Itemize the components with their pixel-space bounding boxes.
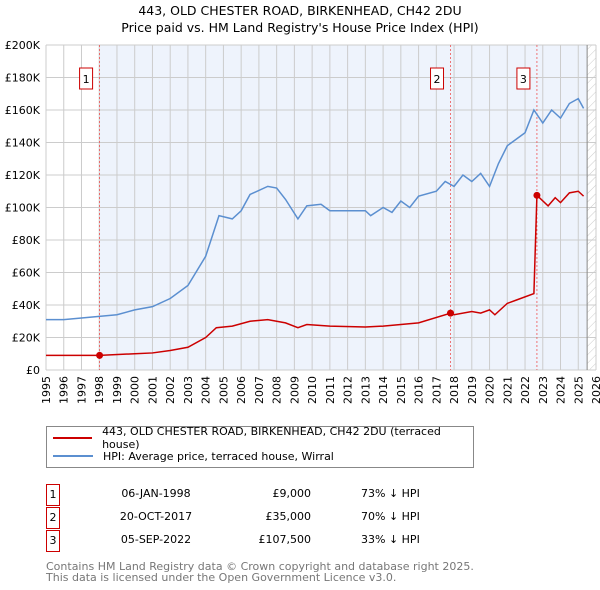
y-tick-label: £180K	[5, 72, 41, 85]
legend-property: 443, OLD CHESTER ROAD, BIRKENHEAD, CH42 …	[102, 425, 441, 451]
x-tick-label: 2006	[235, 376, 248, 404]
transaction-row: 1 06-JAN-1998 £9,000 73% ↓ HPI	[46, 484, 466, 506]
x-tick-label: 2017	[430, 376, 443, 404]
y-tick-label: £140K	[5, 137, 41, 150]
x-tick-label: 2010	[306, 376, 319, 404]
marker-badge: 1	[46, 484, 60, 506]
marker-badge: 2	[46, 507, 60, 529]
price: £35,000	[265, 510, 312, 523]
sale-badge-label: 2	[434, 73, 441, 86]
date: 06-JAN-1998	[121, 487, 191, 500]
price-chart: 1995 1996 1997 1998 1999 2000 2001 2002 2003 2004…	[5, 39, 600, 404]
x-tick-label: 2001	[146, 376, 159, 404]
y-tick-label: £60K	[12, 267, 41, 280]
y-tick-label: £80K	[12, 234, 41, 247]
date: 20-OCT-2017	[119, 510, 193, 523]
y-tick-label: £120K	[5, 169, 41, 182]
x-tick-label: 2016	[413, 376, 426, 404]
date: 05-SEP-2022	[120, 533, 192, 546]
x-tick-label: 2005	[217, 376, 230, 404]
legend-red-line	[53, 437, 93, 439]
sale-point	[447, 309, 455, 317]
footer: Contains HM Land Registry data © Crown c…	[46, 560, 474, 584]
y-tick-label: £0	[26, 364, 40, 377]
x-tick-label: 2024	[555, 376, 568, 404]
sale-point	[533, 191, 541, 199]
marker-badge: 3	[46, 530, 60, 552]
y-tick-label: £160K	[5, 104, 41, 117]
transaction-row: 2 20-OCT-2017 £35,000 70% ↓ HPI	[46, 507, 466, 529]
hpi-diff: 73% ↓ HPI	[361, 487, 420, 500]
x-tick-label: 2026	[590, 376, 600, 404]
x-tick-label: 2025	[572, 376, 585, 404]
x-tick-label: 2004	[200, 376, 213, 404]
x-tick-label: 2002	[164, 376, 177, 404]
x-tick-label: 2011	[324, 376, 337, 404]
x-tick-label: 1998	[93, 376, 106, 404]
x-tick-label: 2020	[484, 376, 497, 404]
hpi-diff: 33% ↓ HPI	[361, 533, 420, 546]
legend-blue-line	[53, 455, 93, 457]
x-tick-label: 1995	[40, 376, 53, 404]
legend-hpi: HPI: Average price, terraced house, Wirr…	[103, 449, 334, 463]
legend: 443, OLD CHESTER ROAD, BIRKENHEAD, CH42 …	[46, 425, 474, 468]
hpi-diff: 70% ↓ HPI	[361, 510, 420, 523]
sale-badge	[430, 67, 445, 90]
x-tick-label: 1997	[75, 376, 88, 404]
x-tick-label: 2009	[288, 376, 301, 404]
x-tick-label: 2014	[377, 376, 390, 404]
transaction-row: 3 05-SEP-2022 £107,500 33% ↓ HPI	[46, 530, 466, 552]
series-line	[46, 97, 585, 321]
sale-badge	[516, 67, 531, 90]
x-tick-label: 2019	[466, 376, 479, 404]
price: £9,000	[272, 487, 312, 500]
y-tick-label: £40K	[12, 299, 41, 312]
y-tick-label: £200K	[5, 39, 41, 52]
x-tick-label: 2000	[129, 376, 142, 404]
sale-badge-label: 1	[83, 73, 90, 86]
x-tick-label: 2008	[271, 376, 284, 404]
x-tick-label: 2023	[537, 376, 550, 404]
x-tick-label: 2007	[253, 376, 266, 404]
sale-point	[96, 351, 104, 359]
x-tick-label: 2012	[342, 376, 355, 404]
y-tick-label: £100K	[5, 202, 41, 215]
x-tick-label: 2015	[395, 376, 408, 404]
x-tick-label: 1996	[58, 376, 71, 404]
x-tick-label: 2018	[448, 376, 461, 404]
sale-badge	[79, 67, 94, 90]
price: £107,500	[258, 533, 312, 546]
chart-title: 443, OLD CHESTER ROAD, BIRKENHEAD, CH42 …	[121, 3, 479, 35]
x-tick-label: 2003	[182, 376, 195, 404]
x-tick-label: 2021	[501, 376, 514, 404]
x-tick-label: 2013	[359, 376, 372, 404]
x-tick-label: 2022	[519, 376, 532, 404]
y-tick-label: £20K	[12, 332, 41, 345]
x-tick-label: 1999	[111, 376, 124, 404]
sale-badge-label: 3	[520, 73, 527, 86]
series-line	[46, 190, 585, 357]
